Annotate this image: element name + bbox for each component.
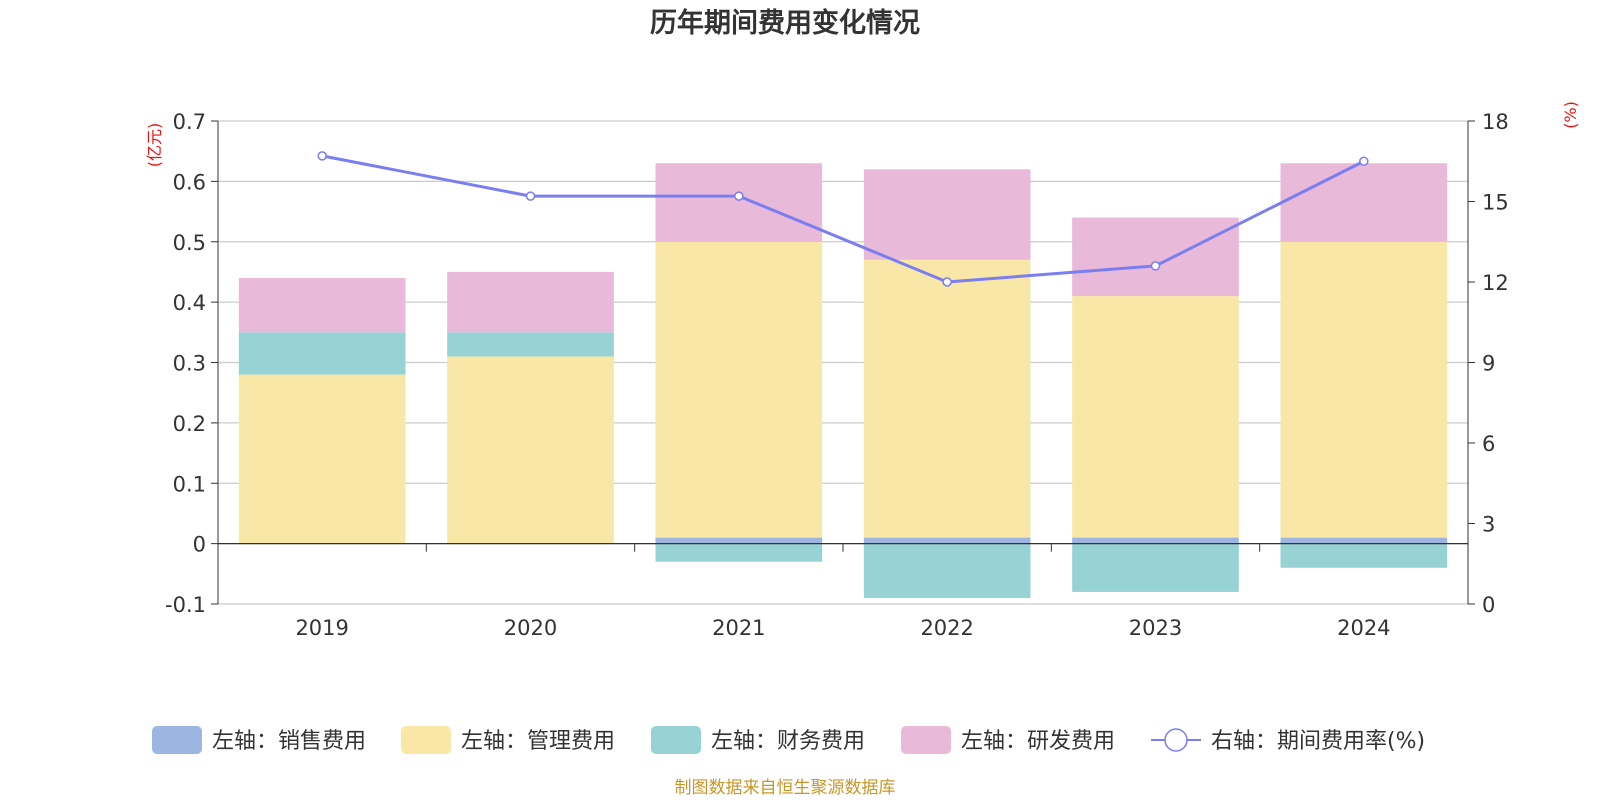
right-axis-unit: (%) bbox=[1561, 101, 1580, 129]
left-tick-label: 0.3 bbox=[173, 352, 206, 376]
bar-segment bbox=[1280, 163, 1448, 242]
rate-point bbox=[1150, 261, 1161, 271]
left-tick-label: 0.7 bbox=[173, 110, 206, 134]
right-tick-label: 6 bbox=[1482, 432, 1495, 456]
category-label: 2021 bbox=[712, 616, 765, 640]
rate-line bbox=[321, 154, 1365, 284]
bar-segment bbox=[447, 356, 614, 544]
bar-segment bbox=[1280, 241, 1448, 538]
bar-segment bbox=[655, 241, 823, 538]
right-tick-label: 9 bbox=[1482, 352, 1495, 376]
right-tick-label: 3 bbox=[1482, 513, 1495, 537]
line-series bbox=[317, 151, 1369, 287]
left-axis-unit: (亿元) bbox=[145, 123, 164, 168]
source-note: 制图数据来自恒生聚源数据库 bbox=[675, 778, 896, 798]
legend-marker bbox=[1164, 728, 1188, 752]
bar-segment bbox=[238, 332, 406, 375]
legend-item[interactable]: 左轴：管理费用 bbox=[401, 726, 615, 754]
grid-lines bbox=[218, 120, 1468, 605]
category-label: 2019 bbox=[295, 616, 348, 640]
left-tick-label: 0.5 bbox=[173, 231, 206, 255]
bar-segment bbox=[863, 537, 1031, 544]
bar-segment bbox=[1280, 543, 1448, 568]
bar-segment bbox=[1072, 543, 1239, 592]
bar-segment bbox=[863, 259, 1031, 538]
legend-item[interactable]: 左轴：研发费用 bbox=[901, 726, 1115, 754]
left-tick-label: 0.4 bbox=[173, 291, 206, 315]
legend-swatch bbox=[401, 726, 451, 754]
legend-swatch bbox=[651, 726, 701, 754]
legend-swatch bbox=[152, 726, 202, 754]
legend-label: 左轴：财务费用 bbox=[711, 729, 865, 754]
rate-point bbox=[317, 151, 327, 161]
bar-series bbox=[238, 163, 1448, 598]
left-tick-label: -0.1 bbox=[165, 593, 206, 617]
left-tick-label: 0 bbox=[193, 533, 206, 557]
right-tick-label: 15 bbox=[1482, 191, 1509, 215]
category-label: 2022 bbox=[920, 616, 973, 640]
bar-segment bbox=[238, 277, 406, 333]
left-tick-label: 0.1 bbox=[173, 472, 206, 496]
bar-segment bbox=[1072, 537, 1239, 544]
legend-swatch bbox=[901, 726, 951, 754]
category-label: 2024 bbox=[1337, 616, 1390, 640]
bar-segment bbox=[863, 543, 1031, 598]
bar-segment bbox=[655, 163, 823, 242]
legend: 左轴：销售费用 左轴：管理费用 左轴：财务费用 左轴：研发费用 右轴：期间费用率(%) bbox=[152, 726, 1425, 754]
rate-point bbox=[942, 277, 952, 287]
bar-segment bbox=[655, 543, 823, 562]
bar-segment bbox=[655, 537, 823, 544]
chart-title: 历年期间费用变化情况 bbox=[650, 7, 920, 39]
left-tick-label: 0.2 bbox=[173, 412, 206, 436]
legend-item[interactable]: 左轴：财务费用 bbox=[651, 726, 865, 754]
right-tick-label: 12 bbox=[1482, 271, 1509, 295]
bar-segment bbox=[1280, 537, 1448, 544]
bar-segment bbox=[1072, 217, 1239, 297]
rate-point bbox=[1359, 156, 1369, 166]
rate-point bbox=[734, 191, 744, 201]
bar-segment bbox=[1072, 296, 1239, 538]
bar-segment bbox=[863, 169, 1031, 260]
category-label: 2020 bbox=[504, 616, 557, 640]
right-tick-label: 0 bbox=[1482, 593, 1495, 617]
legend-item[interactable]: 右轴：期间费用率(%) bbox=[1151, 728, 1425, 754]
bar-segment bbox=[447, 271, 614, 333]
category-label: 2023 bbox=[1129, 616, 1182, 640]
bar-segment bbox=[447, 332, 614, 357]
bar-segment bbox=[238, 374, 406, 544]
legend-label: 右轴：期间费用率(%) bbox=[1211, 729, 1425, 754]
rate-point bbox=[525, 191, 536, 201]
legend-label: 左轴：销售费用 bbox=[212, 729, 366, 754]
axes: 0.7 0.6 0.5 0.4 0.3 0.2 0.1 0 -0.1 18 15 12 9 6 3 0 2019… bbox=[165, 110, 1509, 640]
legend-label: 左轴：研发费用 bbox=[961, 729, 1115, 754]
legend-label: 左轴：管理费用 bbox=[461, 729, 615, 754]
legend-item[interactable]: 左轴：销售费用 bbox=[152, 726, 366, 754]
left-tick-label: 0.6 bbox=[173, 170, 206, 194]
right-tick-label: 18 bbox=[1482, 110, 1509, 134]
